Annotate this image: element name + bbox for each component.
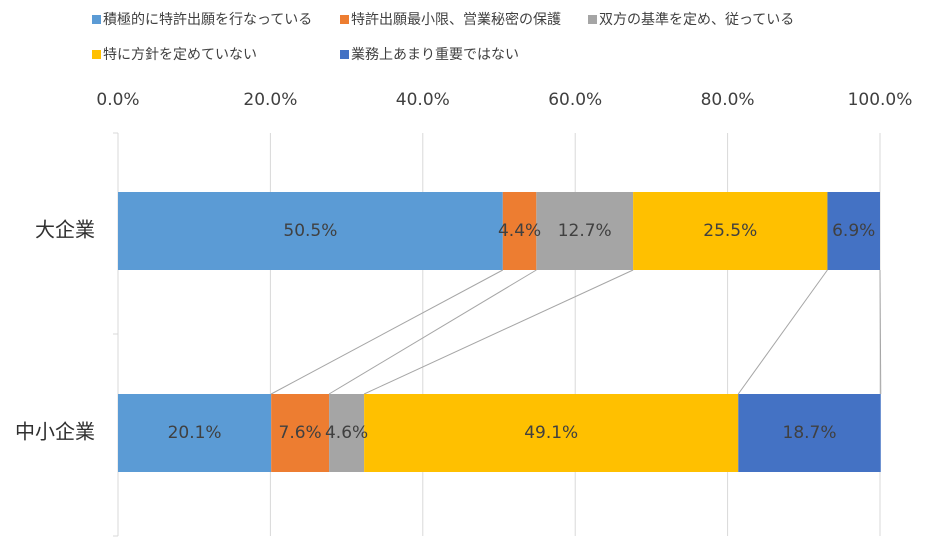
bar-1-4: [738, 394, 881, 472]
data-label-0-3: 25.5%: [703, 221, 757, 241]
data-label-0-2: 12.7%: [558, 221, 612, 241]
category-label-0: 大企業: [35, 218, 95, 242]
series-line-1: [328, 269, 537, 395]
data-labels: 50.5% 4.4% 12.7% 25.5% 6.9% 20.1% 7.6% 4.6% 49.1…: [168, 221, 876, 443]
bar-0-4: [827, 192, 880, 270]
category-label-1: 中小企業: [15, 420, 95, 444]
data-label-1-2: 4.6%: [325, 423, 368, 443]
data-label-1-3: 49.1%: [524, 423, 578, 443]
series-lines: [270, 269, 882, 395]
bar-1-1: [271, 394, 330, 472]
bar-1-3: [364, 394, 739, 472]
bar-0-2: [536, 192, 634, 270]
data-label-1-0: 20.1%: [168, 423, 222, 443]
legend-swatch-3: [92, 50, 101, 59]
data-label-0-0: 50.5%: [283, 221, 337, 241]
bar-0-0: [118, 192, 503, 270]
x-tick-label-3: 60.0%: [548, 90, 602, 110]
bar-0-3: [633, 192, 828, 270]
legend-swatch-0: [92, 15, 101, 24]
x-tick-label-0: 0.0%: [96, 90, 139, 110]
bars: [118, 192, 881, 472]
x-tick-label-2: 40.0%: [396, 90, 450, 110]
series-line-4: [879, 269, 882, 395]
data-label-1-1: 7.6%: [279, 423, 322, 443]
legend: 積極的に特許出願を行なっている 特許出願最小限、営業秘密の保護 双方の基準を定め、従…: [92, 11, 794, 63]
legend-label-3: 特に方針を定めていない: [103, 47, 257, 63]
data-label-1-4: 18.7%: [783, 423, 837, 443]
bar-1-2: [329, 394, 365, 472]
series-line-0: [270, 269, 504, 395]
data-label-0-1: 4.4%: [498, 221, 541, 241]
legend-label-2: 双方の基準を定め、従っている: [599, 11, 794, 28]
legend-swatch-2: [588, 15, 597, 24]
legend-label-0: 積極的に特許出願を行なっている: [103, 12, 312, 28]
x-tick-label-4: 80.0%: [701, 90, 755, 110]
legend-swatch-1: [340, 15, 349, 24]
bar-0-1: [502, 192, 537, 270]
x-tick-label-1: 20.0%: [243, 90, 297, 110]
data-label-0-4: 6.9%: [832, 221, 875, 241]
legend-label-4: 業務上あまり重要ではない: [351, 47, 519, 63]
series-line-2: [363, 269, 634, 395]
legend-swatch-4: [340, 50, 349, 59]
x-axis-ticks: 0.0% 20.0% 40.0% 60.0% 80.0% 100.0%: [96, 90, 912, 110]
series-line-3: [737, 269, 828, 395]
bar-1-0: [118, 394, 272, 472]
legend-label-1: 特許出願最小限、営業秘密の保護: [351, 11, 561, 28]
x-tick-label-5: 100.0%: [848, 90, 913, 110]
